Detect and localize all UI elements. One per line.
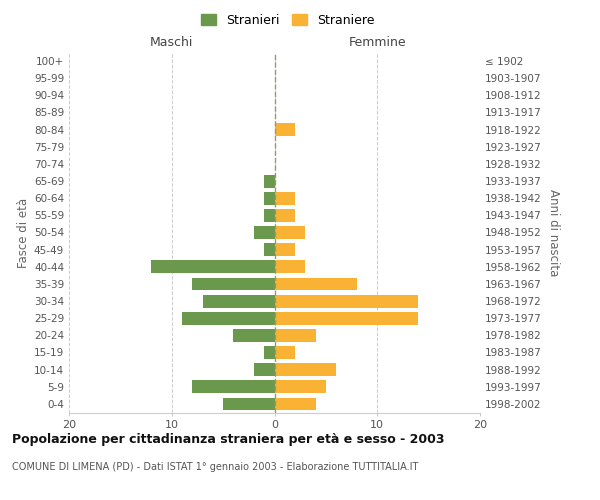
Legend: Stranieri, Straniere: Stranieri, Straniere	[196, 8, 380, 32]
Bar	[264, 209, 275, 222]
Text: COMUNE DI LIMENA (PD) - Dati ISTAT 1° gennaio 2003 - Elaborazione TUTTITALIA.IT: COMUNE DI LIMENA (PD) - Dati ISTAT 1° ge…	[12, 462, 418, 472]
Bar	[275, 192, 295, 204]
Bar	[151, 260, 275, 273]
Bar	[275, 312, 418, 324]
Bar	[275, 278, 356, 290]
Bar	[254, 226, 275, 239]
Text: Popolazione per cittadinanza straniera per età e sesso - 2003: Popolazione per cittadinanza straniera p…	[12, 432, 445, 446]
Bar	[182, 312, 275, 324]
Bar	[233, 329, 275, 342]
Bar	[193, 380, 275, 393]
Bar	[264, 192, 275, 204]
Bar	[264, 243, 275, 256]
Bar	[193, 278, 275, 290]
Bar	[275, 380, 326, 393]
Y-axis label: Anni di nascita: Anni di nascita	[547, 189, 560, 276]
Bar	[223, 398, 275, 410]
Text: Femmine: Femmine	[349, 36, 406, 49]
Bar	[275, 294, 418, 308]
Bar	[275, 260, 305, 273]
Bar	[275, 329, 316, 342]
Bar	[275, 243, 295, 256]
Bar	[275, 209, 295, 222]
Bar	[264, 346, 275, 359]
Bar	[254, 363, 275, 376]
Text: Maschi: Maschi	[150, 36, 193, 49]
Bar	[275, 346, 295, 359]
Y-axis label: Fasce di età: Fasce di età	[17, 198, 30, 268]
Bar	[275, 226, 305, 239]
Bar	[275, 398, 316, 410]
Bar	[275, 123, 295, 136]
Bar	[275, 363, 336, 376]
Bar	[203, 294, 275, 308]
Bar	[264, 174, 275, 188]
